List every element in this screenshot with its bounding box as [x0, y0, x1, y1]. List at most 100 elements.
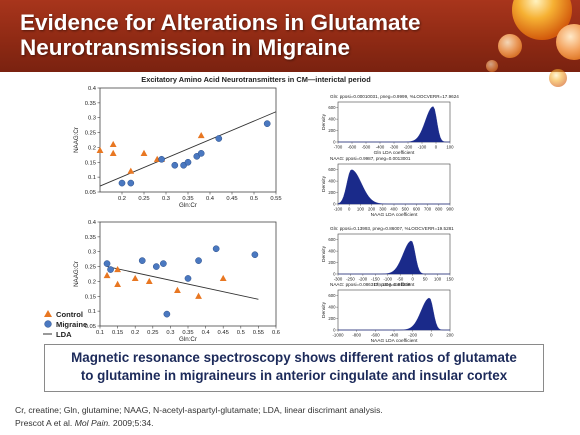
x-tick-label: 0.25	[138, 196, 149, 202]
migraine-point	[163, 310, 171, 318]
x-tick-label: -500	[362, 145, 371, 150]
reference-authors: Prescot A et al.	[15, 418, 75, 428]
orb-right	[556, 24, 580, 60]
migraine-point	[103, 260, 111, 267]
x-tick-label: 0.3	[166, 330, 174, 336]
y-tick-label: 0.35	[85, 235, 96, 241]
x-tick-label: -200	[404, 145, 413, 150]
x-tick-label: 0	[411, 277, 414, 282]
x-tick-label: 400	[390, 207, 398, 212]
y-axis-label: NAAG:Cr	[73, 261, 80, 287]
x-axis-label: NAAG LDA coefficient	[371, 212, 419, 218]
x-tick-label: 0.5	[250, 196, 258, 202]
x-axis-label: Gln:Cr	[179, 336, 197, 343]
lda-line	[106, 266, 259, 300]
histogram-stats-label: Gln: pposi=0.00010031, pneg=0.9999, %LOO…	[330, 94, 459, 99]
migraine-point	[263, 120, 271, 128]
migraine-point	[160, 260, 167, 267]
legend-migraine-marker	[44, 320, 52, 328]
histogram-naag-top: NAAG: pposi=0.9987, pneg=0.0013001-100 0 1…	[321, 156, 454, 218]
plot-frame	[99, 87, 277, 193]
migraine-point	[158, 155, 165, 163]
reference-journal: Mol Pain.	[74, 418, 111, 428]
x-tick-label: 0.6	[272, 330, 280, 336]
caption-box: Magnetic resonance spectroscopy shows di…	[44, 344, 544, 392]
control-point	[127, 167, 135, 174]
y-tick-label: 0.2	[88, 279, 96, 285]
legend-migraine-label: Migraine	[56, 320, 87, 329]
y-tick-label: 600	[328, 237, 336, 242]
y-tick-label: 0.25	[85, 131, 96, 137]
histogram-stats-label: NAAG: pposi=0.086317, pneg=0.91368	[330, 282, 411, 287]
control-point	[103, 271, 111, 279]
reference-citation: 2009;5:34.	[110, 418, 154, 428]
x-tick-label: 800	[435, 207, 443, 212]
y-tick-label: 0	[333, 272, 336, 277]
y-tick-label: 400	[328, 117, 336, 122]
y-tick-label: 600	[328, 167, 336, 172]
y-tick-label: 0	[333, 328, 336, 333]
x-tick-label: 500	[402, 207, 410, 212]
caption-text: Magnetic resonance spectroscopy shows di…	[71, 350, 517, 383]
x-tick-label: -400	[390, 333, 399, 338]
x-tick-label: 300	[379, 207, 387, 212]
control-point	[114, 280, 121, 287]
y-tick-label: 400	[328, 249, 336, 254]
plot-frame	[99, 221, 277, 327]
y-axis-label: Density	[321, 113, 327, 130]
migraine-point	[184, 158, 192, 166]
x-tick-label: 0.2	[131, 330, 139, 336]
x-tick-label: 100	[357, 207, 365, 212]
x-tick-label: 150	[446, 277, 454, 282]
y-tick-label: 0	[333, 202, 336, 207]
x-tick-label: -300	[390, 145, 399, 150]
x-tick-label: 200	[368, 207, 376, 212]
y-tick-label: 0.4	[88, 86, 97, 92]
migraine-point	[138, 257, 146, 264]
x-tick-label: 0.55	[270, 196, 281, 202]
y-tick-label: 0.15	[85, 160, 96, 166]
x-tick-label: 50	[423, 277, 428, 282]
title-banner: Evidence for Alterations in Glutamate Ne…	[0, 0, 580, 72]
histogram-gln-top: Gln: pposi=0.00010031, pneg=0.9999, %LOO…	[321, 94, 459, 156]
control-point	[114, 265, 121, 273]
x-tick-label: 0.4	[206, 196, 215, 202]
x-tick-label: 600	[413, 207, 421, 212]
legend-lda-label: LDA	[56, 330, 72, 339]
x-tick-label: -600	[371, 333, 380, 338]
migraine-point	[197, 150, 205, 157]
x-tick-label: -250	[346, 277, 355, 282]
x-tick-label: 0.3	[162, 196, 170, 202]
footnote-abbreviations: Cr, creatine; Gln, glutamine; NAAG, N-ac…	[15, 405, 383, 415]
y-tick-label: 0	[333, 140, 336, 145]
y-tick-label: 0.05	[85, 190, 96, 196]
y-tick-label: 0.15	[85, 294, 96, 300]
y-axis-label: Density	[321, 175, 327, 192]
migraine-point	[215, 135, 223, 142]
x-tick-label: 0.1	[96, 330, 104, 336]
x-axis-label: NAAG LDA coefficient	[371, 338, 419, 344]
y-axis-label: NAAG:Cr	[73, 127, 80, 153]
migraine-point	[212, 245, 220, 253]
control-point	[140, 149, 148, 156]
orb-small	[498, 34, 522, 58]
orb-bottom	[549, 69, 567, 87]
x-tick-label: 0.45	[226, 196, 237, 202]
x-tick-label: -150	[371, 277, 380, 282]
x-tick-label: -1000	[333, 333, 345, 338]
x-tick-label: 0.15	[112, 330, 123, 336]
x-tick-label: 100	[434, 277, 442, 282]
x-tick-label: 700	[424, 207, 432, 212]
control-point	[109, 149, 117, 156]
x-tick-label: 0.2	[118, 196, 126, 202]
x-tick-label: -50	[397, 277, 404, 282]
y-tick-label: 600	[328, 105, 336, 110]
x-tick-label: -600	[348, 145, 357, 150]
migraine-point	[107, 266, 114, 273]
control-point	[145, 277, 153, 285]
x-tick-label: -400	[376, 145, 385, 150]
migraine-point	[152, 263, 160, 270]
migraine-point	[127, 179, 135, 187]
y-tick-label: 0.1	[88, 309, 96, 315]
histogram-bars	[338, 297, 450, 331]
